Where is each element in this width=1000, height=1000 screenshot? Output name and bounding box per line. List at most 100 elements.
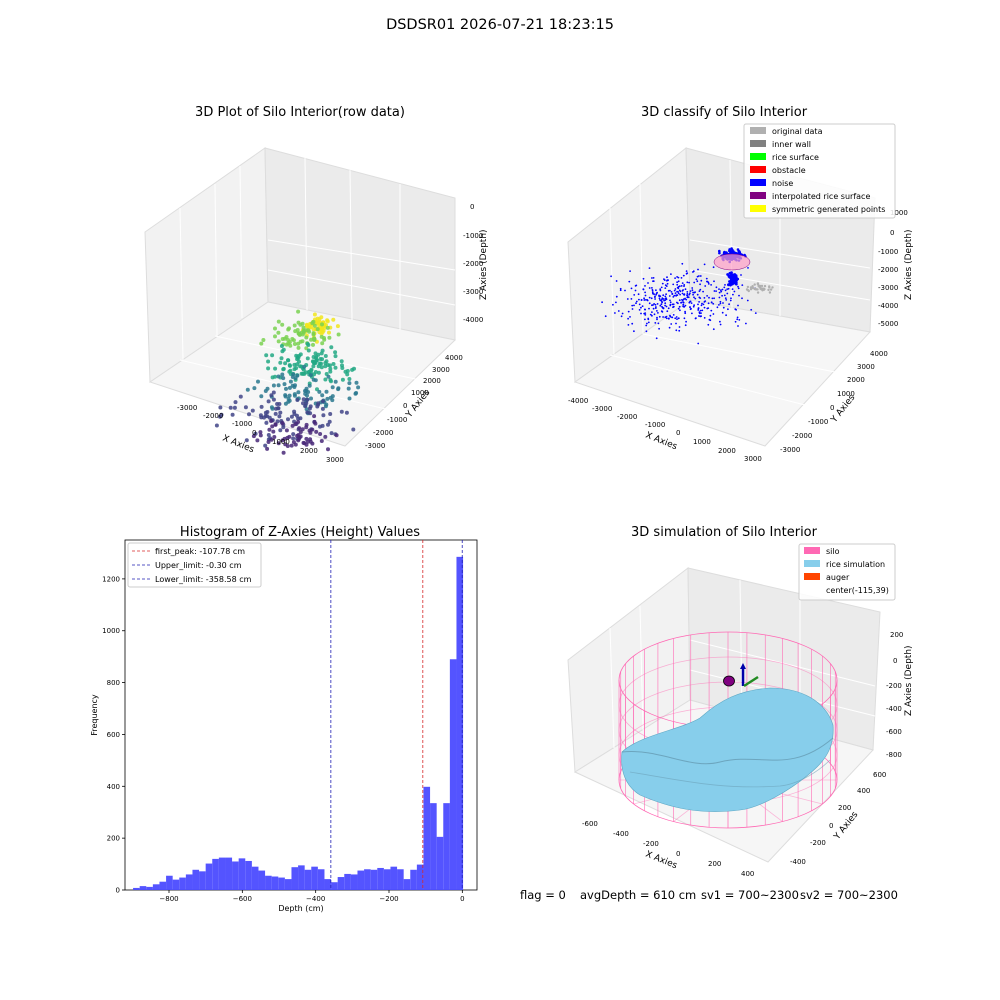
noise-point bbox=[699, 283, 701, 286]
noise-point bbox=[684, 310, 686, 313]
scatter-point bbox=[317, 361, 322, 366]
scatter-point bbox=[304, 422, 309, 427]
noise-point bbox=[707, 302, 710, 305]
noise-point bbox=[633, 330, 635, 333]
scatter-point bbox=[252, 386, 257, 391]
noise-point bbox=[677, 292, 680, 295]
scatter-point bbox=[273, 334, 277, 339]
noise-point bbox=[665, 285, 668, 287]
noise-point bbox=[678, 299, 681, 302]
noise-point bbox=[702, 290, 704, 293]
scatter-point bbox=[328, 395, 333, 400]
noise-point bbox=[677, 291, 679, 293]
scatter-point bbox=[291, 372, 296, 377]
scatter-point bbox=[276, 383, 281, 388]
panel1-points bbox=[214, 309, 361, 455]
scatter-point bbox=[311, 331, 316, 336]
histogram-bar bbox=[172, 879, 180, 890]
noise-point bbox=[684, 297, 686, 300]
scatter-point bbox=[305, 356, 310, 361]
p2-ytick: 0 bbox=[830, 404, 834, 412]
noise-point bbox=[637, 293, 640, 296]
p4-ytick: 200 bbox=[838, 804, 851, 812]
y-tick-label: 1000 bbox=[102, 627, 120, 635]
legend-swatch bbox=[750, 166, 766, 173]
noise-point bbox=[645, 299, 647, 301]
noise-point bbox=[689, 306, 691, 309]
y-tick-label: 0 bbox=[116, 887, 120, 895]
scatter-point bbox=[230, 412, 235, 417]
p2-ztick: -3000 bbox=[878, 284, 898, 292]
scatter-point bbox=[283, 401, 288, 406]
noise-point bbox=[660, 286, 663, 289]
histogram-reference-lines bbox=[330, 540, 463, 890]
scatter-point bbox=[312, 338, 317, 342]
original-point bbox=[751, 286, 755, 290]
scatter-point bbox=[306, 328, 311, 333]
p1-xlabel: X Axies bbox=[221, 434, 256, 456]
noise-point bbox=[661, 311, 664, 313]
noise-point bbox=[666, 310, 669, 313]
scatter-point bbox=[315, 387, 319, 392]
scatter-point bbox=[308, 437, 313, 442]
noise-point bbox=[644, 318, 646, 321]
panel3-title: Histogram of Z-Axies (Height) Values bbox=[180, 525, 420, 540]
noise-point bbox=[638, 298, 640, 301]
noise-point bbox=[653, 313, 656, 316]
scatter-point bbox=[327, 419, 332, 424]
noise-point bbox=[698, 301, 700, 303]
scatter-point bbox=[292, 393, 297, 398]
p4-ytick: 400 bbox=[857, 787, 870, 795]
scatter-point bbox=[311, 355, 316, 359]
histogram-bar bbox=[311, 866, 318, 890]
scatter-point bbox=[333, 379, 338, 384]
scatter-point bbox=[288, 379, 293, 384]
noise-point bbox=[659, 304, 662, 307]
noise-point bbox=[682, 301, 685, 304]
scatter-point bbox=[311, 342, 315, 347]
histogram-bar bbox=[245, 860, 252, 890]
noise-point bbox=[665, 298, 668, 301]
noise-point bbox=[716, 306, 719, 309]
histogram-bar bbox=[364, 869, 371, 890]
scatter-point bbox=[282, 436, 287, 441]
noise-point bbox=[734, 320, 737, 323]
panel4-x-ticks: -600 -400 -200 0 200 400 bbox=[582, 820, 754, 878]
legend-label: Upper_limit: -0.30 cm bbox=[155, 561, 242, 570]
histogram-bar bbox=[350, 874, 358, 890]
noise-point bbox=[668, 295, 671, 297]
noise-point bbox=[740, 274, 742, 276]
p2-zlabel: Z Axies (Depth) bbox=[904, 229, 914, 300]
scatter-point bbox=[333, 365, 338, 370]
scatter-point bbox=[311, 359, 316, 364]
noise-point bbox=[644, 291, 646, 294]
original-point bbox=[769, 288, 773, 291]
noise-point bbox=[691, 289, 694, 292]
noise-point bbox=[647, 282, 649, 284]
histogram-x-ticks: −800 −600 −400 −200 0 bbox=[159, 890, 465, 903]
noise-point bbox=[650, 297, 653, 300]
noise-point bbox=[719, 302, 722, 305]
scatter-point bbox=[277, 414, 282, 419]
scatter-point bbox=[304, 442, 309, 447]
noise-point bbox=[672, 314, 675, 316]
p1-xtick: 3000 bbox=[326, 456, 344, 464]
panel1-title: 3D Plot of Silo Interior(row data) bbox=[195, 105, 405, 120]
noise-point bbox=[678, 326, 681, 328]
scatter-point bbox=[298, 416, 303, 421]
scatter-point bbox=[289, 414, 294, 419]
p1-ytick: 2000 bbox=[423, 377, 441, 385]
scatter-point bbox=[276, 319, 281, 324]
original-point bbox=[753, 287, 756, 291]
noise-point bbox=[659, 288, 662, 291]
panel-raw-scatter: 3D Plot of Silo Interior(row data) -3000… bbox=[144, 105, 489, 464]
scatter-point bbox=[287, 326, 291, 331]
noise-point bbox=[651, 304, 653, 307]
original-point bbox=[756, 282, 760, 285]
panel4-y-ticks: -400 -200 0 200 400 600 bbox=[790, 771, 886, 866]
p1-xtick: -1000 bbox=[232, 420, 252, 428]
scatter-point bbox=[323, 434, 328, 439]
scatter-point bbox=[328, 369, 333, 374]
scatter-point bbox=[304, 407, 309, 412]
noise-point bbox=[648, 287, 651, 289]
